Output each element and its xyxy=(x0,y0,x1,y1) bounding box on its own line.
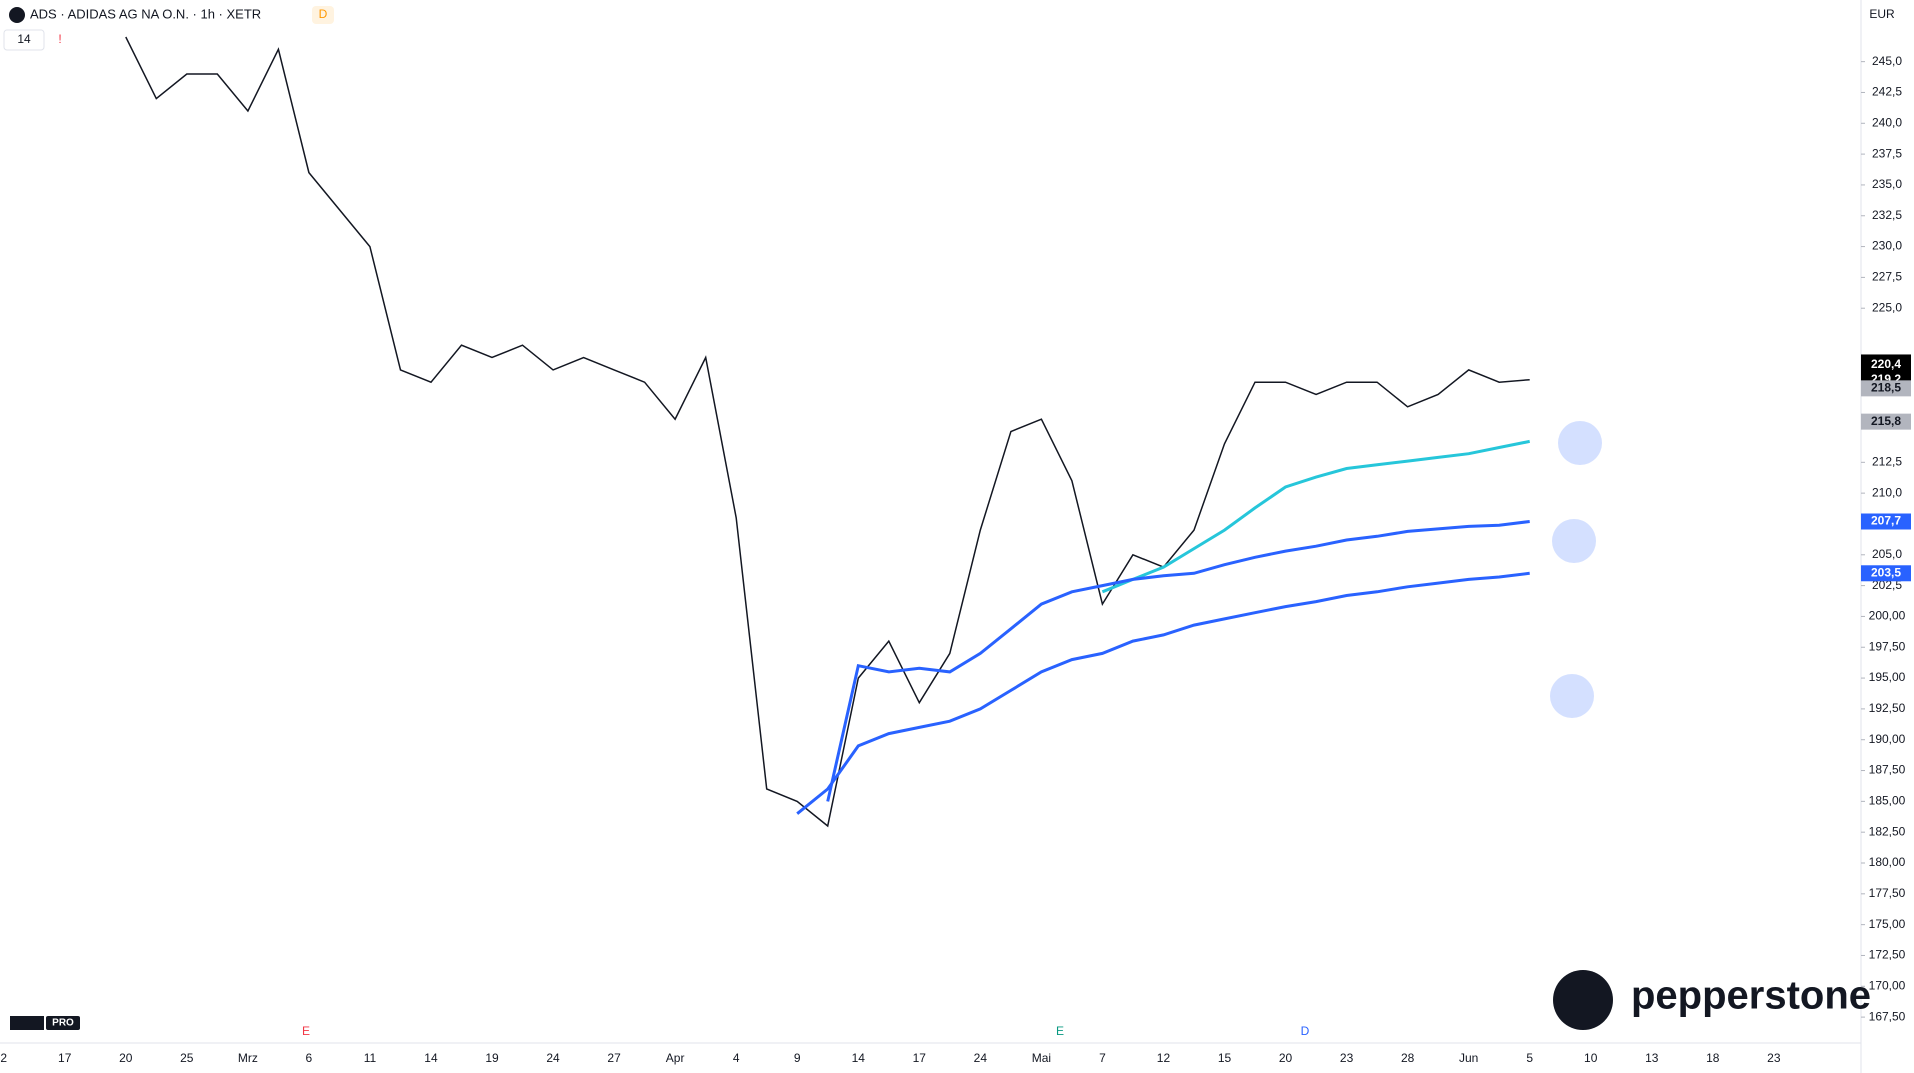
price-label-box xyxy=(1861,413,1911,430)
badge-box xyxy=(312,6,334,24)
price-label: 218,5 xyxy=(1871,381,1901,395)
y-tick-label: 242,5 xyxy=(1872,85,1902,99)
x-tick-label: 28 xyxy=(1401,1051,1415,1065)
x-tick-label: Mrz xyxy=(238,1051,258,1065)
x-tick-label: 4 xyxy=(733,1051,740,1065)
y-tick-label: 205,0 xyxy=(1872,547,1902,561)
y-tick-label: 245,0 xyxy=(1872,54,1902,68)
y-tick-label: 167,50 xyxy=(1869,1009,1906,1023)
price-label: 215,8 xyxy=(1871,414,1901,428)
symbol-logo xyxy=(9,7,25,23)
x-tick-label: 17 xyxy=(913,1051,927,1065)
x-tick-label: 11 xyxy=(364,1051,377,1065)
y-tick-label: 240,0 xyxy=(1872,115,1902,129)
x-tick-label: 15 xyxy=(1218,1051,1232,1065)
indicator-toggle[interactable] xyxy=(3,29,45,51)
y-tick-label: 200,00 xyxy=(1869,609,1906,623)
y-tick-label: 210,0 xyxy=(1872,485,1902,499)
price-line xyxy=(125,36,1530,828)
x-tick-label: 9 xyxy=(794,1051,801,1065)
symbol-title: ADS · ADIDAS AG NA O.N. · 1h · XETR xyxy=(30,6,261,21)
y-tick-label: 172,50 xyxy=(1869,948,1906,962)
y-tick-label: 170,00 xyxy=(1869,978,1906,992)
x-tick-label: 5 xyxy=(1526,1051,1533,1065)
x-tick-label: 6 xyxy=(306,1051,313,1065)
x-tick-label: 12 xyxy=(1157,1051,1171,1065)
vwap-line xyxy=(1101,439,1530,594)
y-tick-label: 192,50 xyxy=(1869,701,1906,715)
y-tick-label: 185,00 xyxy=(1869,794,1906,808)
y-tick-label: 182,50 xyxy=(1869,824,1906,838)
tv-pro-box xyxy=(46,1016,80,1030)
x-tick-label: 17 xyxy=(58,1051,72,1065)
x-tick-label: Apr xyxy=(666,1051,685,1065)
alert-icon[interactable]: ! xyxy=(58,32,61,46)
event-dividend[interactable]: D xyxy=(1301,1024,1310,1038)
broker-logo: pepperstone xyxy=(1553,970,1871,1030)
broker-mark xyxy=(1553,970,1613,1030)
marker-circle xyxy=(1550,674,1594,718)
x-tick-label: 20 xyxy=(119,1051,133,1065)
currency[interactable]: EUR xyxy=(1869,7,1895,21)
x-tick-label: 18 xyxy=(1706,1051,1720,1065)
y-tick-label: 175,00 xyxy=(1869,917,1906,931)
marker-circle xyxy=(1558,421,1602,465)
x-tick-label: 7 xyxy=(1099,1051,1106,1065)
y-tick-label: 197,50 xyxy=(1869,639,1906,653)
vwap-line xyxy=(796,571,1530,815)
x-tick-label: 14 xyxy=(852,1051,866,1065)
y-tick-label: 202,5 xyxy=(1872,578,1902,592)
x-tick-label: Jun xyxy=(1459,1051,1478,1065)
x-tick-label: 24 xyxy=(546,1051,560,1065)
events: E E D xyxy=(302,1024,1310,1038)
tv-mark xyxy=(10,1016,44,1030)
x-tick-label: 25 xyxy=(180,1051,194,1065)
x-tick-label: 13 xyxy=(1645,1051,1659,1065)
y-tick-label: 180,00 xyxy=(1869,855,1906,869)
price-label-box xyxy=(1861,565,1911,582)
price-label-box xyxy=(1861,513,1911,530)
price-label-box xyxy=(1861,356,1911,373)
tv-pro: PRO xyxy=(52,1018,74,1029)
badge: D xyxy=(319,7,328,21)
y-tick-label: 190,00 xyxy=(1869,732,1906,746)
broker-name: pepperstone xyxy=(1631,974,1871,1018)
vwap-line xyxy=(826,520,1530,802)
x-tick-label: Mai xyxy=(1032,1051,1051,1065)
x-tick-label: 2 xyxy=(0,1051,7,1065)
indicator-count[interactable]: 14 xyxy=(17,32,31,46)
x-tick-label: 24 xyxy=(974,1051,988,1065)
y-tick-label: 195,00 xyxy=(1869,670,1906,684)
y-tick-label: 187,50 xyxy=(1869,763,1906,777)
header: ADS · ADIDAS AG NA O.N. · 1h · XETR D 14… xyxy=(3,6,1895,51)
price-label-box xyxy=(1861,380,1911,397)
event-earnings[interactable]: E xyxy=(302,1024,310,1038)
y-tick-label: 212,5 xyxy=(1872,454,1902,468)
x-tick-label: 14 xyxy=(424,1051,438,1065)
marker-circle xyxy=(1552,519,1596,563)
price-label: 203,5 xyxy=(1871,565,1901,579)
y-tick-label: 177,50 xyxy=(1869,886,1906,900)
tv-logo: PRO xyxy=(10,1016,80,1030)
x-tick-label: 20 xyxy=(1279,1051,1293,1065)
event-earnings[interactable]: E xyxy=(1056,1024,1064,1038)
y-tick-label: 225,0 xyxy=(1872,300,1902,314)
y-tick-label: 230,0 xyxy=(1872,239,1902,253)
x-tick-label: 27 xyxy=(607,1051,621,1065)
y-tick-label: 232,5 xyxy=(1872,208,1902,222)
x-tick-label: 23 xyxy=(1767,1051,1781,1065)
x-tick-label: 23 xyxy=(1340,1051,1354,1065)
x-tick-label: 10 xyxy=(1584,1051,1598,1065)
y-tick-label: 227,5 xyxy=(1872,270,1902,284)
y-tick-label: 235,0 xyxy=(1872,177,1902,191)
y-tick-label: 237,5 xyxy=(1872,146,1902,160)
price-label: 220,4 xyxy=(1871,357,1901,371)
price-label: 207,7 xyxy=(1871,514,1901,528)
x-tick-label: 19 xyxy=(485,1051,499,1065)
